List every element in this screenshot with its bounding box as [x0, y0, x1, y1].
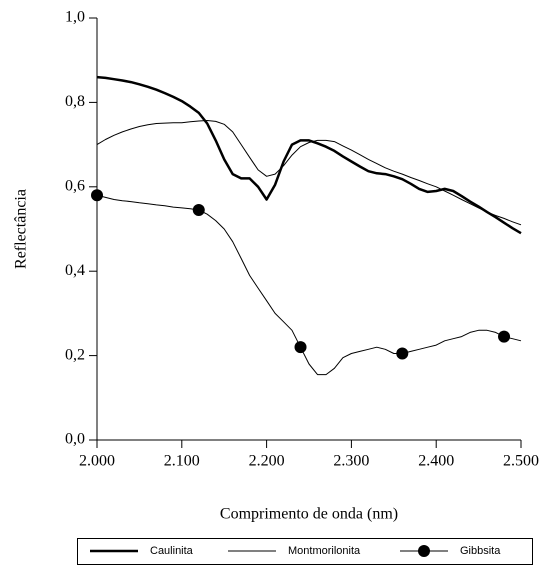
y-axis-title: Reflectância: [13, 189, 30, 269]
marker: [192, 204, 205, 217]
legend-label: Montmorilonita: [288, 545, 361, 557]
series-line: [96, 75, 522, 235]
marker: [294, 341, 307, 354]
x-tick-label: 2.300: [333, 453, 369, 470]
y-tick-label: 1,0: [65, 9, 85, 26]
legend-label: Gibbsita: [460, 545, 501, 557]
y-tick-label: 0,6: [65, 177, 85, 194]
x-tick-label: 2.000: [79, 453, 115, 470]
legend-label: Caulinita: [150, 545, 194, 557]
y-tick-label: 0,8: [65, 93, 85, 110]
x-axis-title: Comprimento de onda (nm): [220, 506, 398, 523]
legend-box: [77, 538, 533, 565]
marker: [91, 189, 103, 202]
legend-marker: [418, 545, 430, 557]
legend: Caulinita Montmorilonita Gibbsita: [90, 545, 501, 557]
marker: [498, 330, 511, 343]
x-tick-label: 2.500: [503, 453, 539, 470]
series-line: [96, 194, 522, 376]
y-tick-label: 0,0: [65, 431, 85, 448]
x-tick-label: 2.100: [164, 453, 200, 470]
marker: [396, 347, 409, 360]
y-tick-label: 0,2: [65, 346, 85, 363]
x-tick-label: 2.200: [249, 453, 285, 470]
y-tick-label: 0,4: [65, 262, 85, 279]
x-tick-label: 2.400: [418, 453, 454, 470]
series-line: [96, 120, 522, 226]
